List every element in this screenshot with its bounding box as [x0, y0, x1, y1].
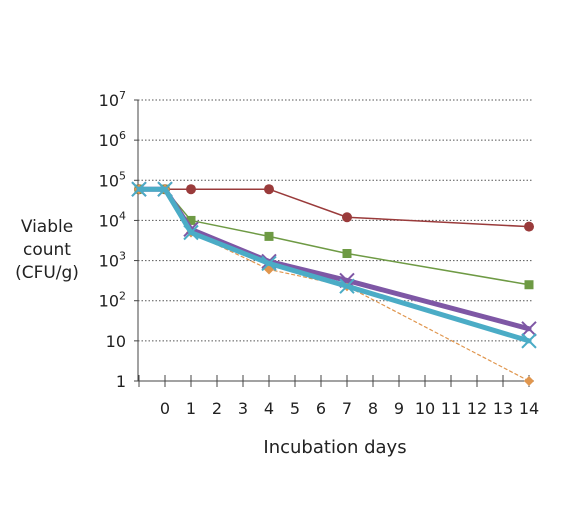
x-tick-label: 5	[290, 399, 300, 418]
series-4	[131, 181, 537, 337]
y-tick-exponent: 7	[119, 89, 126, 102]
data-point	[264, 184, 274, 195]
x-tick-label: 6	[316, 399, 326, 418]
data-point	[521, 333, 537, 349]
gridlines	[138, 99, 532, 342]
series-layer	[131, 181, 537, 386]
series-3	[134, 184, 534, 386]
y-tick-base: 10	[99, 211, 119, 230]
x-tick-label: 14	[519, 399, 539, 418]
x-tick-labels: 0 1 2 3 4 5 6 7 8 9 10 11 12 13 14	[160, 399, 539, 418]
data-point	[264, 231, 274, 241]
y-tick-label: 103	[99, 250, 126, 271]
y-tick-base: 10	[106, 332, 126, 351]
data-point	[524, 376, 534, 386]
x-tick-label: 7	[342, 399, 352, 418]
y-tick-exponent: 6	[119, 129, 126, 142]
x-tick-label: 1	[186, 399, 196, 418]
x-tick-label: 4	[264, 399, 274, 418]
y-tick-label: 106	[99, 129, 126, 150]
y-axis-label: Viable count (CFU/g)	[4, 216, 90, 285]
series-line	[138, 188, 530, 382]
y-tick-exponent: 2	[119, 290, 126, 303]
data-point	[261, 255, 277, 272]
x-tick-label: 0	[160, 399, 170, 418]
x-axis-label: Incubation days	[263, 437, 407, 458]
series-line	[136, 186, 532, 344]
y-tick-label: 104	[99, 209, 126, 230]
data-point	[157, 181, 173, 197]
y-tick-base: 10	[99, 252, 119, 271]
y-axis-label-line: (CFU/g)	[15, 263, 79, 283]
y-tick-exponent: 5	[119, 169, 126, 182]
data-point	[342, 212, 352, 223]
data-point	[524, 280, 534, 290]
data-point	[183, 224, 199, 241]
y-tick-base: 10	[99, 91, 119, 110]
y-tick-label: 102	[99, 290, 126, 311]
y-axis-label-line: count	[23, 240, 71, 260]
y-tick-label: 105	[99, 169, 126, 190]
x-tick-label: 8	[368, 399, 378, 418]
x-tick-label: 9	[394, 399, 404, 418]
y-tick-base: 10	[99, 171, 119, 190]
series-5	[131, 181, 537, 349]
x-tick-label: 3	[238, 399, 248, 418]
y-tick-base: 10	[99, 292, 119, 311]
y-tick-exponent: 3	[119, 250, 126, 263]
y-tick-base: 10	[99, 131, 119, 150]
y-axis-label-line: Viable	[20, 217, 74, 237]
y-tick-base: 1	[116, 372, 126, 391]
y-tick-label: 107	[99, 89, 126, 110]
data-point	[521, 321, 537, 337]
y-tick-label: 10	[106, 332, 126, 351]
x-tick-label: 13	[493, 399, 513, 418]
data-point	[339, 278, 355, 294]
data-point	[186, 184, 196, 195]
data-point	[186, 215, 196, 225]
y-tick-label: 1	[116, 372, 126, 391]
y-tick-exponent: 4	[119, 209, 126, 222]
data-point	[342, 249, 352, 259]
axes	[134, 99, 534, 387]
series-line	[136, 186, 532, 332]
x-tick-label: 12	[467, 399, 487, 418]
x-tick-label: 2	[212, 399, 222, 418]
x-tick-label: 10	[415, 399, 435, 418]
data-point	[524, 221, 534, 232]
x-tick-label: 11	[441, 399, 461, 418]
data-point	[131, 181, 147, 197]
